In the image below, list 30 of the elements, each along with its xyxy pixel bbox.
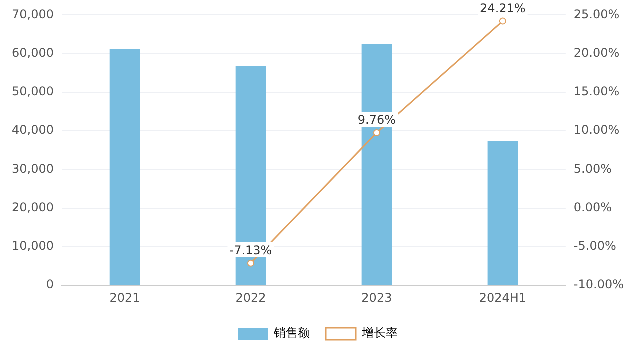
y2-tick-label: 0.00% — [574, 200, 612, 214]
x-tick-label: 2022 — [236, 290, 266, 305]
data-label: -7.13% — [230, 244, 272, 258]
y2-tick-label: 5.00% — [574, 162, 612, 176]
data-label: 9.76% — [358, 113, 396, 128]
y-tick-label: 40,000 — [12, 123, 54, 138]
bar — [488, 142, 518, 286]
x-tick-label: 2023 — [362, 290, 392, 305]
y-tick-label: 60,000 — [12, 46, 54, 60]
y2-tick-label: -10.00% — [574, 278, 624, 292]
y-tick-label: 30,000 — [12, 162, 54, 176]
x-tick-label: 2021 — [110, 290, 140, 305]
y-tick-label: 0 — [46, 278, 54, 292]
point — [499, 18, 506, 25]
y2-tick-label: 10.00% — [574, 123, 620, 138]
data-label: 24.21% — [480, 1, 526, 16]
y-tick-label: 70,000 — [12, 7, 54, 22]
legend-label: 销售额 — [273, 326, 310, 340]
point — [247, 260, 254, 267]
y2-tick-label: 25.00% — [574, 7, 620, 22]
x-tick-label: 2024H1 — [479, 290, 527, 305]
y-tick-label: 50,000 — [12, 84, 54, 99]
y2-tick-label: 20.00% — [574, 46, 620, 60]
y-tick-label: 10,000 — [12, 239, 54, 254]
y-tick-label: 20,000 — [12, 200, 54, 214]
legend-label: 增长率 — [361, 326, 398, 340]
bar — [110, 49, 140, 286]
y2-tick-label: 15.00% — [574, 84, 620, 99]
point — [373, 129, 380, 136]
y2-tick-label: -5.00% — [574, 239, 616, 254]
